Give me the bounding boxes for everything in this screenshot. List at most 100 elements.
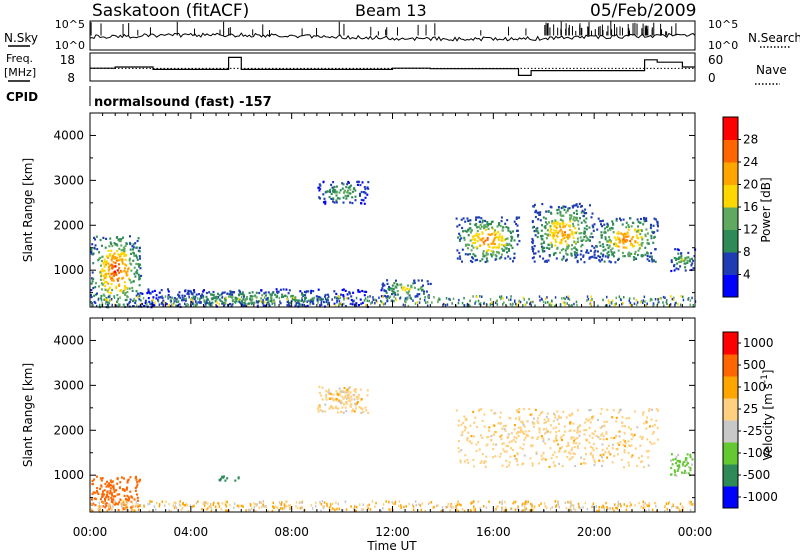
range-cell [111, 480, 114, 483]
range-cell [596, 250, 599, 253]
colorbar-segment [723, 207, 738, 230]
noise-right-tick-top: 10^5 [708, 18, 738, 31]
range-cell [116, 294, 119, 297]
range-cell [167, 297, 169, 300]
range-cell [575, 252, 578, 255]
range-cell [107, 288, 110, 291]
range-cell [466, 303, 469, 306]
range-cell [309, 303, 311, 306]
range-cell [553, 221, 556, 224]
range-cell [332, 393, 335, 396]
range-cell [375, 501, 377, 505]
range-cell [650, 408, 653, 411]
range-cell [621, 421, 624, 425]
range-cell [131, 510, 133, 513]
range-cell [116, 493, 119, 496]
range-cell [464, 460, 466, 463]
range-cell [491, 246, 494, 249]
range-cell [456, 257, 459, 260]
range-cell [133, 254, 136, 257]
range-cell [621, 251, 624, 254]
range-cell [615, 219, 618, 222]
range-cell [585, 217, 588, 220]
range-cell [536, 235, 539, 239]
range-cell [648, 508, 650, 512]
range-cell [541, 248, 544, 251]
range-cell [335, 295, 337, 299]
range-cell [604, 227, 607, 230]
range-cell [449, 298, 451, 301]
range-cell [173, 506, 176, 509]
range-cell [403, 286, 406, 289]
range-cell [173, 298, 175, 302]
range-cell [490, 255, 493, 258]
range-cell [596, 509, 598, 513]
range-cell [130, 252, 133, 255]
range-cell [338, 392, 341, 395]
range-cell [361, 301, 364, 304]
range-cell [123, 502, 125, 505]
range-cell [342, 288, 345, 291]
range-cell [505, 238, 508, 241]
range-cell [516, 224, 519, 227]
range-cell [498, 257, 501, 260]
range-cell [519, 446, 522, 449]
cpid-text: normalsound (fast) -157 [94, 95, 272, 110]
range-cell [517, 426, 520, 429]
range-cell [134, 486, 137, 490]
range-cell [92, 262, 95, 265]
range-cell [559, 447, 562, 450]
range-cell [99, 256, 102, 259]
range-cell [687, 251, 690, 254]
range-cell [636, 253, 639, 257]
range-cell [338, 507, 341, 511]
range-cell [119, 258, 122, 261]
range-cell [444, 304, 447, 307]
range-cell [109, 237, 112, 240]
range-cell [90, 289, 93, 292]
x-axis-title: Time UT [366, 539, 417, 553]
colorbar-tick-label: 12 [743, 223, 758, 237]
range-cell [325, 398, 328, 401]
range-cell [167, 295, 170, 299]
range-cell [360, 302, 363, 305]
range-cell [360, 398, 363, 401]
range-cell [606, 225, 609, 229]
range-cell [347, 180, 350, 184]
range-cell [335, 191, 338, 194]
range-cell [124, 244, 127, 247]
range-cell [593, 246, 596, 249]
range-cell [515, 432, 518, 435]
range-cell [617, 411, 620, 414]
range-cell [649, 441, 652, 444]
range-cell [183, 294, 186, 297]
range-cell [481, 419, 484, 422]
range-cell [464, 220, 467, 223]
range-cell [325, 390, 328, 393]
range-cell [475, 232, 478, 235]
range-cell [322, 506, 325, 510]
range-cell [541, 203, 544, 206]
range-cell [318, 385, 321, 388]
range-cell [550, 457, 553, 460]
range-cell [477, 500, 480, 503]
range-cell [242, 505, 244, 508]
range-cell [641, 436, 644, 439]
range-cell [514, 508, 517, 512]
range-cell [355, 296, 358, 300]
range-cell [121, 259, 123, 262]
range-cell [96, 292, 98, 295]
range-cell [576, 445, 579, 448]
range-cell [524, 303, 526, 306]
range-cell [671, 463, 674, 466]
range-cell [565, 258, 568, 261]
range-cell [209, 502, 212, 506]
range-cell [646, 438, 649, 441]
range-cell [561, 465, 564, 468]
range-cell [576, 427, 579, 430]
range-cell [93, 491, 96, 494]
range-cell [118, 254, 121, 257]
range-cell [510, 447, 512, 450]
range-cell [306, 304, 309, 307]
